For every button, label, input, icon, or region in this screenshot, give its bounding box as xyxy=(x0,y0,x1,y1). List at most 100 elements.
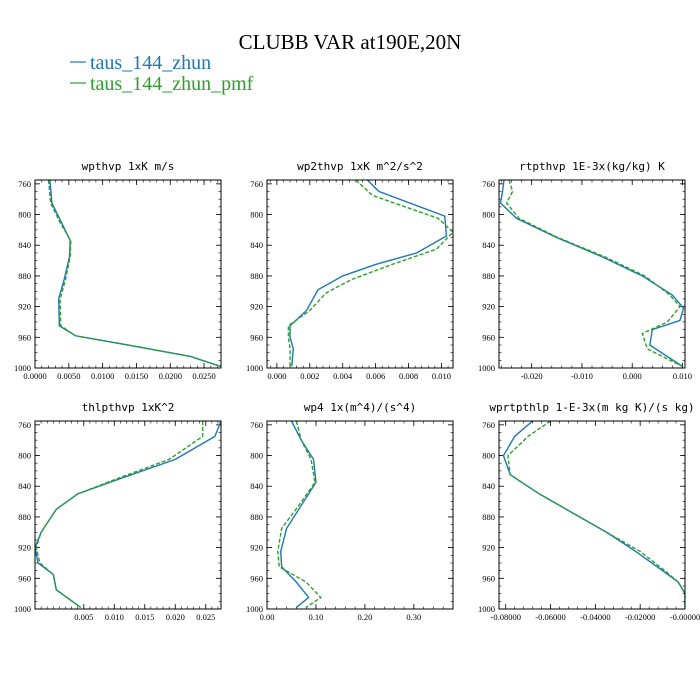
panel-rtpthvp: rtpthvp 1E-3x(kg/kg) K -0.020 -0.010 0.000… xyxy=(478,160,692,381)
x-tick-label: -0.02000 xyxy=(625,612,655,622)
y-tick-label: 880 xyxy=(250,512,263,522)
x-tick-label: 0.006 xyxy=(366,371,385,381)
panel-title: wp4 1x(m^4)/(s^4) xyxy=(304,401,417,414)
x-tick-label: -0.010 xyxy=(571,371,593,381)
y-tick-label: 960 xyxy=(250,332,263,342)
plot-frame xyxy=(266,179,454,369)
y-tick-label: 920 xyxy=(250,302,263,312)
y-tick-label: 880 xyxy=(250,271,263,281)
y-tick-label: 800 xyxy=(18,210,31,220)
series-line-taus-144-zhun-pmf xyxy=(505,180,683,368)
y-tick-label: 1000 xyxy=(14,363,31,373)
x-tick-label: 0.10 xyxy=(309,612,324,622)
legend-label-taus-144-zhun-pmf: taus_144_zhun_pmf xyxy=(90,73,254,95)
y-tick-label: 880 xyxy=(482,271,495,281)
x-tick-label: 0.000 xyxy=(267,371,286,381)
y-tick-label: 800 xyxy=(482,210,495,220)
x-tick-label: 0.020 xyxy=(166,612,185,622)
x-tick-label: 0.015 xyxy=(135,612,154,622)
x-tick-label: 0.00 xyxy=(260,612,275,622)
y-tick-label: 1000 xyxy=(478,363,495,373)
y-tick-label: 760 xyxy=(18,179,31,189)
y-tick-label: 880 xyxy=(482,512,495,522)
x-tick-label: 0.0000 xyxy=(23,371,46,381)
x-tick-label: 0.025 xyxy=(196,612,215,622)
x-tick-label: 0.20 xyxy=(357,612,372,622)
plot-frame xyxy=(498,179,686,369)
panel-title: thlpthvp 1xK^2 xyxy=(82,401,175,414)
x-tick-label: 0.0250 xyxy=(192,371,215,381)
y-tick-label: 920 xyxy=(482,302,495,312)
series-line-taus-144-zhun xyxy=(35,421,221,609)
series-line-taus-144-zhun-pmf xyxy=(35,421,204,609)
x-tick-label: -0.06000 xyxy=(535,612,565,622)
y-tick-label: 840 xyxy=(18,240,31,250)
series-line-taus-144-zhun xyxy=(280,421,317,609)
x-tick-label: 0.010 xyxy=(105,612,124,622)
panel-wp4: wp4 1x(m^4)/(s^4) 0.00 0.10 0.20 0.30 760 800… xyxy=(246,401,454,622)
y-tick-label: 760 xyxy=(482,420,495,430)
y-tick-label: 960 xyxy=(482,573,495,583)
panel-wprtpthlp: wprtpthlp 1-E-3x(m kg K)/(s kg) -0.08000… xyxy=(478,401,700,622)
y-tick-label: 800 xyxy=(18,451,31,461)
x-tick-label: 0.010 xyxy=(432,371,451,381)
x-tick-label: -0.020 xyxy=(521,371,543,381)
x-tick-label: 0.002 xyxy=(300,371,319,381)
x-tick-label: 0.0150 xyxy=(125,371,148,381)
x-tick-label: 0.008 xyxy=(399,371,418,381)
series-line-taus-144-zhun-pmf xyxy=(277,421,322,609)
y-tick-label: 960 xyxy=(482,332,495,342)
series-line-taus-144-zhun xyxy=(49,180,221,368)
x-tick-label: -0.08000 xyxy=(490,612,520,622)
y-tick-label: 880 xyxy=(18,271,31,281)
y-tick-label: 840 xyxy=(250,481,263,491)
y-tick-label: 1000 xyxy=(246,604,263,614)
series-line-taus-144-zhun xyxy=(502,421,685,608)
panel-wp2thvp: wp2thvp 1xK m^2/s^2 0.000 0.002 0.004 0.006… xyxy=(246,160,454,381)
y-tick-label: 960 xyxy=(250,573,263,583)
y-tick-label: 880 xyxy=(18,512,31,522)
y-tick-label: 840 xyxy=(482,481,495,491)
plot-frame xyxy=(266,420,454,610)
legend: taus_144_zhun taus_144_zhun_pmf xyxy=(70,52,254,95)
panel-title: wp2thvp 1xK m^2/s^2 xyxy=(297,160,423,173)
y-tick-label: 840 xyxy=(250,240,263,250)
panel-title: wpthvp 1xK m/s xyxy=(82,160,175,173)
y-tick-label: 800 xyxy=(250,210,263,220)
x-tick-label: 0.010 xyxy=(673,371,692,381)
series-line-taus-144-zhun xyxy=(289,180,448,367)
series-line-taus-144-zhun-pmf xyxy=(47,180,221,368)
y-tick-label: 800 xyxy=(250,451,263,461)
figure-title: CLUBB VAR at190E,20N xyxy=(239,30,462,54)
y-tick-label: 1000 xyxy=(246,363,263,373)
y-tick-label: 760 xyxy=(250,420,263,430)
plot-frame xyxy=(34,179,222,369)
x-tick-label: -0.04000 xyxy=(580,612,610,622)
series-line-taus-144-zhun-pmf xyxy=(287,180,453,367)
panel-thlpthvp: thlpthvp 1xK^2 0.005 0.010 0.015 0.020 0.025… xyxy=(14,401,222,622)
y-tick-label: 1000 xyxy=(14,604,31,614)
x-tick-label: 0.000 xyxy=(623,371,642,381)
x-tick-label: 0.0050 xyxy=(57,371,80,381)
x-tick-label: -0.00000 xyxy=(670,612,700,622)
y-tick-label: 840 xyxy=(18,481,31,491)
y-tick-label: 840 xyxy=(482,240,495,250)
y-tick-label: 800 xyxy=(482,451,495,461)
series-line-taus-144-zhun-pmf xyxy=(507,421,685,608)
plot-frame xyxy=(498,420,686,610)
series-line-taus-144-zhun xyxy=(499,180,685,368)
panel-title: rtpthvp 1E-3x(kg/kg) K xyxy=(519,160,665,173)
y-tick-label: 920 xyxy=(482,543,495,553)
x-tick-label: 0.004 xyxy=(333,371,353,381)
legend-label-taus-144-zhun: taus_144_zhun xyxy=(90,52,211,74)
y-tick-label: 1000 xyxy=(478,604,495,614)
plot-frame xyxy=(34,420,222,610)
y-tick-label: 760 xyxy=(250,179,263,189)
y-tick-label: 920 xyxy=(18,543,31,553)
y-tick-label: 920 xyxy=(18,302,31,312)
y-tick-label: 960 xyxy=(18,332,31,342)
x-tick-label: 0.005 xyxy=(74,612,93,622)
y-tick-label: 760 xyxy=(482,179,495,189)
y-tick-label: 760 xyxy=(18,420,31,430)
